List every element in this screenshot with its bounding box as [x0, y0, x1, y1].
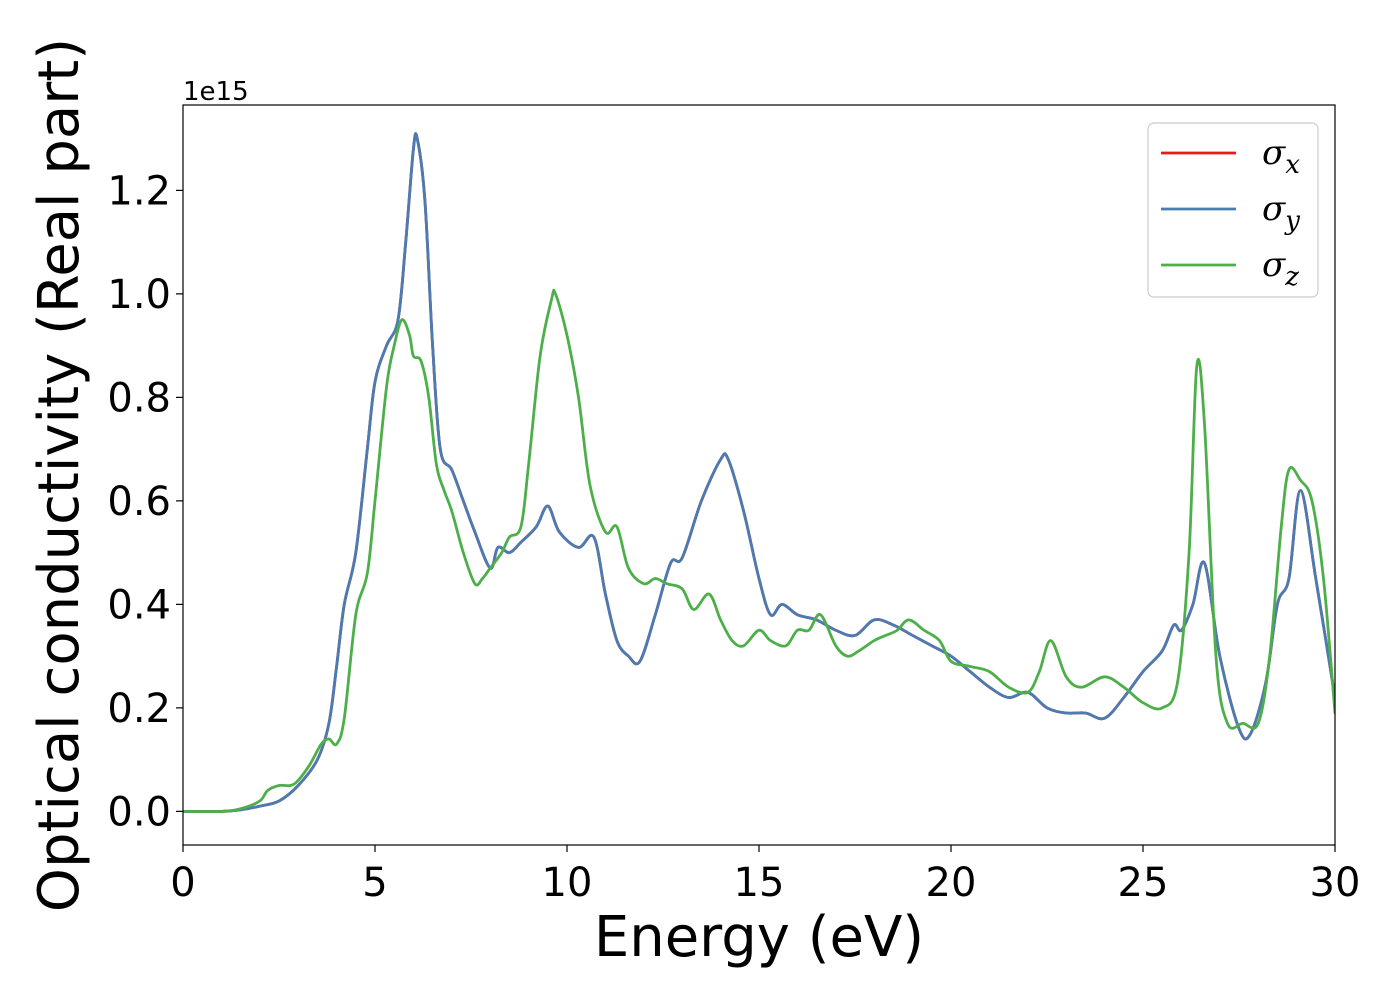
- y-axis-title: Optical conductivity (Real part): [27, 38, 92, 912]
- x-tick-label: 25: [1118, 860, 1169, 906]
- legend-symbol: σ: [1262, 245, 1286, 285]
- x-axis: 0 5 10 15 20 25 30: [170, 845, 1360, 906]
- y-axis: 0.0 0.2 0.4 0.6 0.8 1.0 1.2: [107, 168, 183, 835]
- y-tick-label: 1.2: [107, 168, 171, 214]
- y-tick-label: 1.0: [107, 272, 171, 318]
- series-layer: [183, 132, 1335, 813]
- series-line-z: [183, 288, 1335, 813]
- legend-subscript: z: [1284, 262, 1299, 292]
- plot-background: [183, 105, 1335, 845]
- legend-subscript: x: [1285, 150, 1300, 180]
- x-tick-label: 5: [362, 860, 387, 906]
- legend-label-y: σy: [1262, 189, 1300, 236]
- x-axis-title: Energy (eV): [594, 905, 924, 970]
- y-tick-label: 0.8: [107, 375, 171, 421]
- legend-label-z: σz: [1262, 245, 1299, 292]
- y-tick-label: 0.2: [107, 686, 171, 732]
- legend-symbol: σ: [1262, 133, 1286, 173]
- legend-subscript: y: [1284, 206, 1300, 236]
- x-tick-label: 20: [926, 860, 977, 906]
- series-line-y: [183, 132, 1335, 813]
- x-tick-label: 0: [170, 860, 195, 906]
- y-offset-label: 1e15: [183, 77, 249, 107]
- x-tick-label: 30: [1310, 860, 1361, 906]
- legend-symbol: σ: [1262, 189, 1286, 229]
- x-tick-label: 15: [734, 860, 785, 906]
- legend-label-x: σx: [1262, 133, 1300, 180]
- y-tick-label: 0.4: [107, 582, 171, 628]
- x-tick-label: 10: [542, 860, 593, 906]
- y-tick-label: 0.0: [107, 789, 171, 835]
- y-tick-label: 0.6: [107, 479, 171, 525]
